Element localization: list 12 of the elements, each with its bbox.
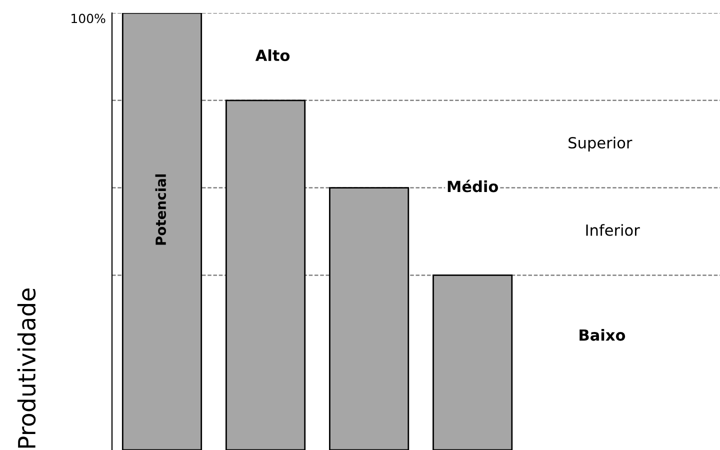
text: Inferior [586, 224, 640, 236]
y-axis-title: Produtividade [17, 288, 36, 448]
annotation: Alto [255, 49, 290, 62]
annotation: Médio [448, 180, 498, 192]
annotation: Potencial [155, 174, 166, 245]
bar [329, 187, 410, 450]
text: Superior [568, 136, 632, 152]
bar [432, 274, 513, 450]
text: 100% [72, 14, 106, 24]
text: Baixo [580, 328, 626, 341]
bar [225, 100, 306, 450]
bar [122, 13, 202, 450]
